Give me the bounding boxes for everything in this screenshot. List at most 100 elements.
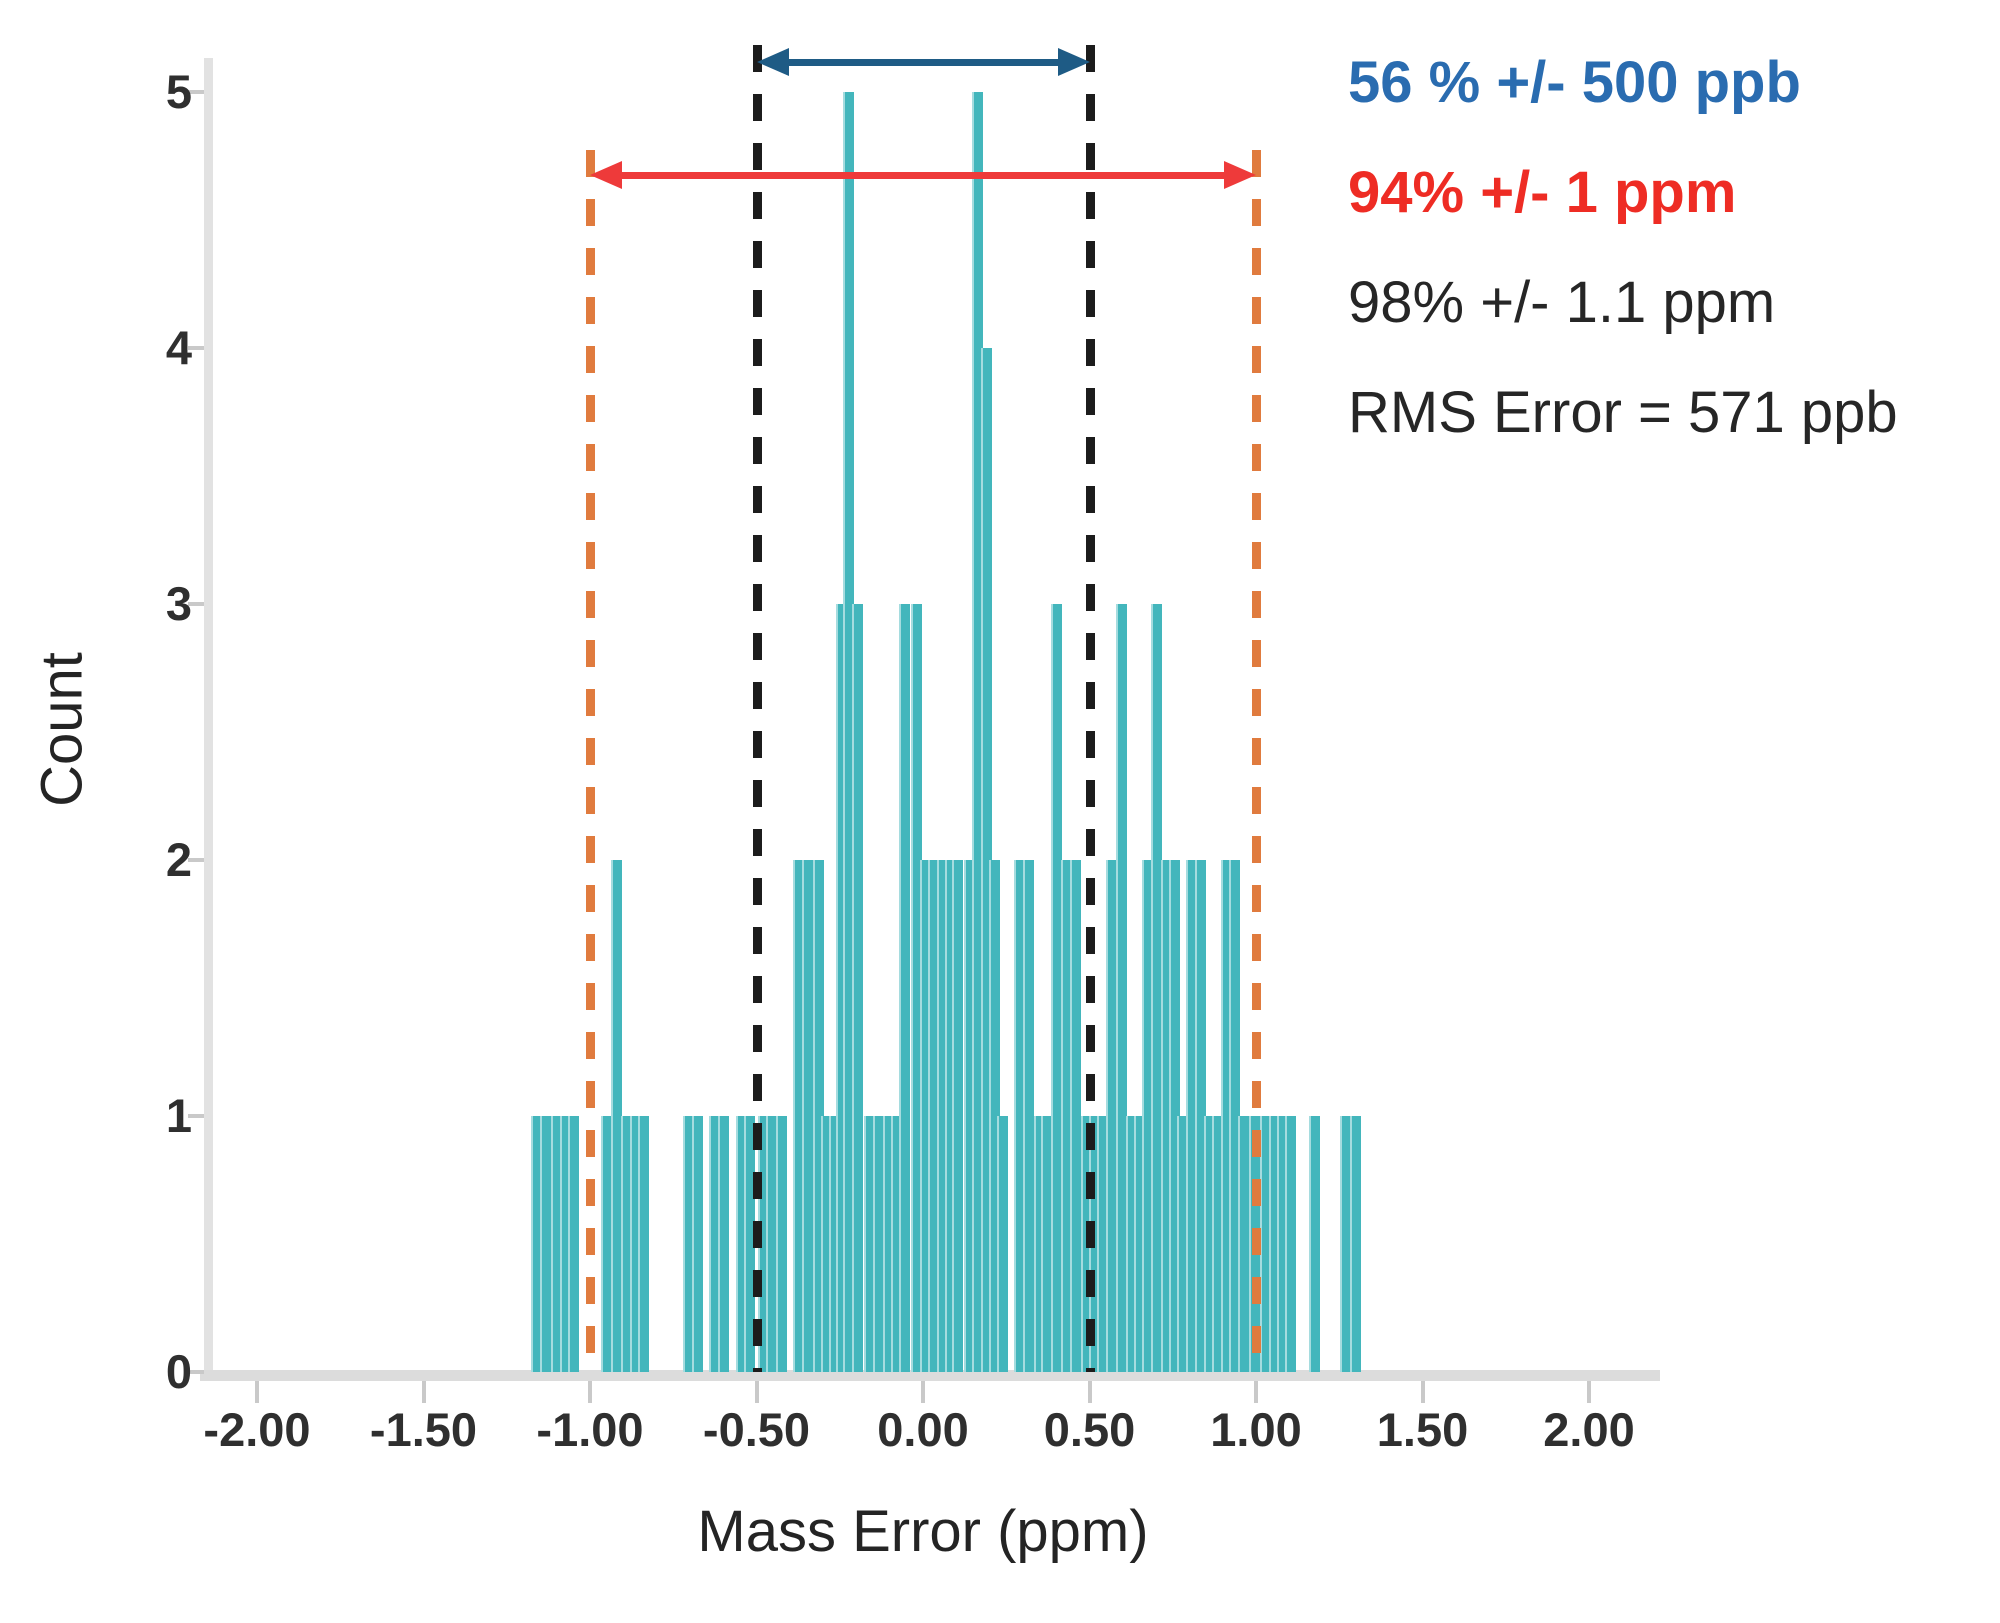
legend-line-1: 56 % +/- 500 ppb (1348, 50, 1801, 115)
histogram-bar (611, 860, 622, 1372)
histogram-bar (920, 860, 931, 1372)
histogram-bar (1260, 1116, 1271, 1372)
histogram-bar (981, 348, 992, 1372)
x-tick-mark (588, 1381, 592, 1403)
histogram-bar (540, 1116, 551, 1372)
histogram-bar (776, 1116, 787, 1372)
histogram-bar (1340, 1116, 1351, 1372)
y-tick-label: 2 (165, 833, 192, 886)
histogram-bar (531, 1116, 542, 1372)
histogram-bar (1229, 860, 1240, 1372)
histogram-bar (928, 860, 939, 1372)
y-tick-mark (188, 858, 204, 862)
histogram-bar (972, 92, 983, 1372)
histogram-bar (802, 860, 813, 1372)
histogram-bar (1195, 860, 1206, 1372)
histogram-bar (911, 604, 922, 1372)
x-tick-label: 0.00 (877, 1403, 969, 1456)
x-tick-mark (754, 1381, 759, 1403)
histogram-bar (744, 1116, 755, 1372)
arrowhead-right (1057, 48, 1090, 76)
x-tick-label: 1.50 (1376, 1403, 1469, 1456)
histogram-bar (601, 1116, 612, 1372)
y-tick-mark (188, 1114, 204, 1118)
histogram-bar (560, 1116, 571, 1372)
y-tick-mark (188, 346, 204, 350)
histogram-bar (964, 860, 975, 1372)
histogram-bar (638, 1116, 649, 1372)
histogram-bar (989, 860, 1000, 1372)
histogram-bar (873, 1116, 884, 1372)
histogram-bar (1238, 1116, 1249, 1372)
y-tick-mark (188, 1370, 204, 1374)
histogram-bar (1051, 604, 1062, 1372)
y-tick-label: 1 (165, 1089, 192, 1142)
dashed-line-orange (586, 150, 595, 1372)
histogram-bar (692, 1116, 703, 1372)
histogram-bar (883, 1116, 894, 1372)
histogram-bar (1277, 1116, 1288, 1372)
histogram-bar (1126, 1116, 1137, 1372)
x-tick-label: -2.00 (203, 1403, 311, 1456)
arrowhead-left (756, 48, 789, 76)
histogram-bar (1014, 860, 1025, 1372)
histogram-bar (551, 1116, 562, 1372)
histogram-bar (630, 1116, 641, 1372)
histogram-bar (1041, 1116, 1052, 1372)
arrow-line (614, 172, 1232, 179)
histogram-bar (1061, 860, 1072, 1372)
histogram-bar (1221, 860, 1232, 1372)
y-axis-line (204, 58, 213, 1372)
histogram-bar (864, 1116, 875, 1372)
histogram-bar (793, 860, 804, 1372)
y-tick-mark (188, 90, 204, 94)
histogram-bar (937, 860, 948, 1372)
y-tick-label: 4 (165, 321, 192, 374)
histogram-bar (1350, 1116, 1361, 1372)
histogram-bar (952, 860, 963, 1372)
histogram-bar (1177, 1116, 1188, 1372)
x-tick-mark (1587, 1381, 1591, 1403)
histogram-bar (1212, 1116, 1223, 1372)
dashed-line-black (1085, 45, 1095, 1372)
histogram-bar (821, 1116, 832, 1372)
histogram-bar (836, 604, 847, 1372)
legend-line-4: RMS Error = 571 ppb (1348, 380, 1898, 445)
histogram-bar (1169, 860, 1180, 1372)
histogram-bar (683, 1116, 694, 1372)
x-tick-mark (421, 1381, 426, 1403)
histogram-bar (621, 1116, 632, 1372)
histogram-bar (1269, 1116, 1280, 1372)
x-tick-mark (1254, 1381, 1258, 1403)
x-tick-mark (1420, 1381, 1425, 1403)
histogram-bar (1285, 1116, 1296, 1372)
dashed-line-black (752, 45, 762, 1372)
histogram-bar (1309, 1116, 1320, 1372)
arrowhead-left (590, 161, 622, 189)
histogram-bar (1089, 1116, 1100, 1372)
histogram-bar (568, 1116, 579, 1372)
x-axis-baseline (200, 1370, 1660, 1381)
histogram-bar (997, 1116, 1008, 1372)
x-tick-label: -1.00 (536, 1403, 644, 1456)
histogram-bar (1070, 860, 1081, 1372)
histogram-bar (891, 1116, 902, 1372)
histogram-bar (1097, 1116, 1108, 1372)
y-tick-label: 5 (165, 65, 192, 118)
x-tick-mark (255, 1381, 259, 1403)
histogram-bar (1023, 860, 1034, 1372)
blue-range-arrow (756, 48, 1090, 76)
x-tick-label: 2.00 (1543, 1403, 1635, 1456)
x-tick-label: 0.50 (1043, 1403, 1136, 1456)
x-tick-mark (1087, 1381, 1092, 1403)
histogram-bar (1151, 604, 1162, 1372)
x-tick-label: 1.00 (1210, 1403, 1302, 1456)
arrowhead-right (1224, 161, 1256, 189)
histogram-bar (766, 1116, 777, 1372)
x-tick-label: -0.50 (702, 1403, 811, 1456)
histogram-bar (1142, 860, 1153, 1372)
histogram-bar (1034, 1116, 1045, 1372)
legend-line-2: 94% +/- 1 ppm (1348, 160, 1737, 225)
histogram-bar (1134, 1116, 1145, 1372)
